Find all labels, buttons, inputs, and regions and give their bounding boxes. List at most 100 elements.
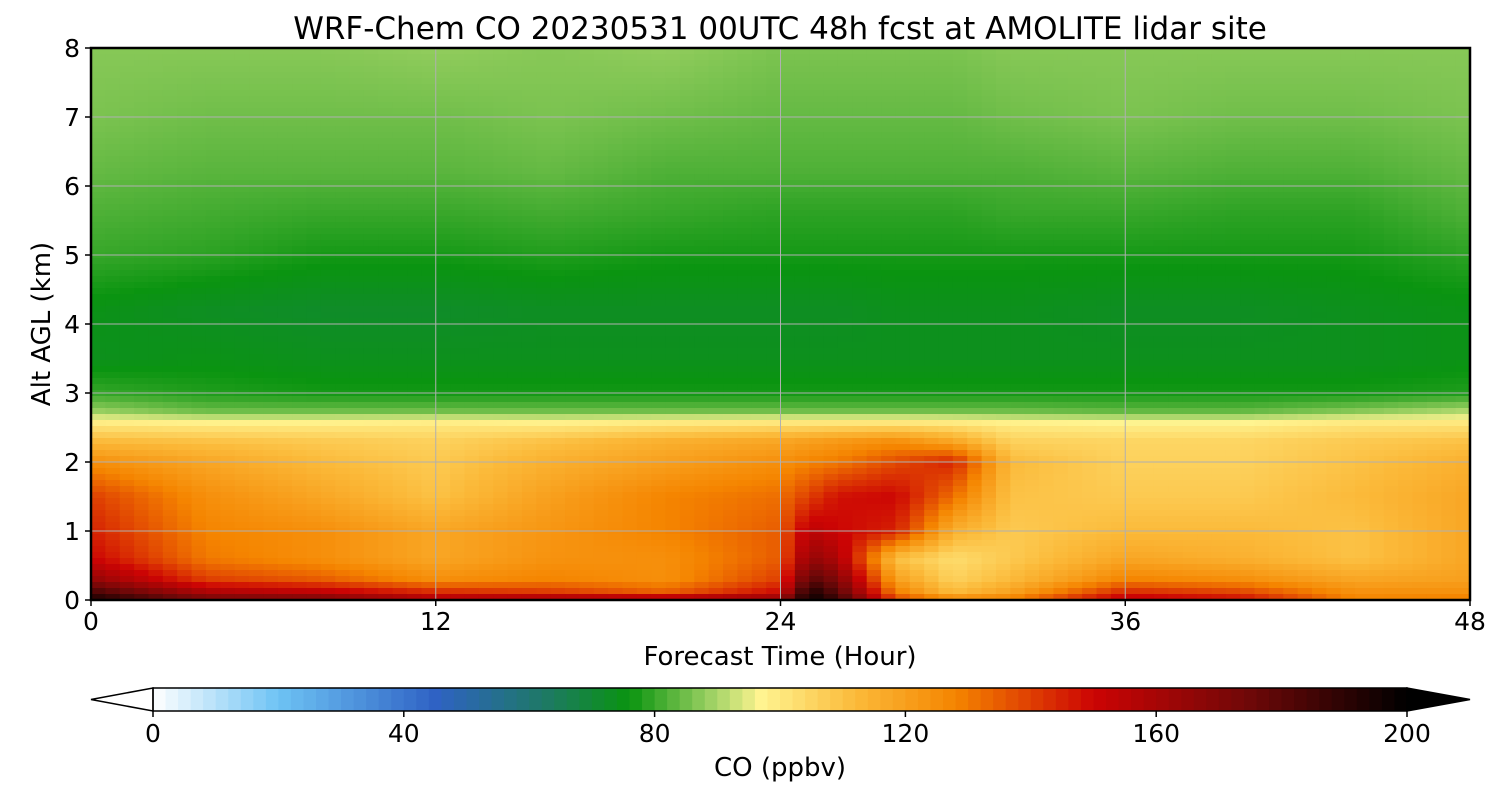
heatmap-cell	[809, 306, 825, 313]
heatmap-cell	[1053, 150, 1069, 157]
heatmap-cell	[234, 102, 250, 109]
heatmap-cell	[895, 54, 911, 61]
heatmap-cell	[608, 354, 624, 361]
heatmap-cell	[1311, 234, 1327, 241]
heatmap-cell	[938, 174, 954, 181]
heatmap-cell	[608, 102, 624, 109]
heatmap-cell	[895, 72, 911, 79]
heatmap-cell	[1369, 198, 1385, 205]
heatmap-cell	[1010, 60, 1026, 67]
heatmap-cell	[1240, 204, 1256, 211]
heatmap-cell	[378, 216, 394, 223]
heatmap-cell	[1297, 138, 1313, 145]
heatmap-cell	[679, 186, 695, 193]
heatmap-cell	[507, 198, 523, 205]
heatmap-cell	[1283, 192, 1299, 199]
heatmap-cell	[895, 234, 911, 241]
heatmap-cell	[794, 276, 810, 283]
heatmap-cell	[363, 96, 379, 103]
heatmap-cell	[1340, 342, 1356, 349]
heatmap-cell	[995, 258, 1011, 265]
heatmap-cell	[622, 186, 638, 193]
heatmap-cell	[852, 276, 868, 283]
heatmap-cell	[277, 222, 293, 229]
heatmap-cell	[134, 204, 150, 211]
heatmap-cell	[91, 162, 106, 169]
heatmap-cell	[1398, 102, 1414, 109]
heatmap-cell	[565, 216, 580, 223]
heatmap-cell	[593, 288, 609, 295]
heatmap-cell	[852, 342, 868, 349]
heatmap-cell	[794, 198, 810, 205]
heatmap-cell	[1125, 78, 1141, 85]
heatmap-cell	[134, 168, 150, 175]
heatmap-cell	[708, 312, 724, 319]
heatmap-cell	[579, 228, 595, 235]
heatmap-cell	[1455, 228, 1471, 235]
heatmap-cell	[1412, 72, 1428, 79]
heatmap-cell	[435, 162, 451, 169]
heatmap-cell	[421, 216, 437, 223]
heatmap-cell	[579, 300, 595, 307]
heatmap-cell	[378, 132, 394, 139]
heatmap-cell	[1082, 270, 1098, 277]
heatmap-cell	[1254, 264, 1270, 271]
heatmap-cell	[995, 192, 1011, 199]
heatmap-cell	[794, 162, 810, 169]
heatmap-cell	[909, 270, 925, 277]
heatmap-cell	[220, 324, 236, 331]
heatmap-cell	[493, 192, 509, 199]
heatmap-cell	[1139, 336, 1155, 343]
heatmap-cell	[407, 348, 422, 355]
heatmap-cell	[1340, 318, 1356, 325]
heatmap-cell	[708, 150, 724, 157]
heatmap-cell	[105, 66, 121, 73]
heatmap-cell	[205, 78, 221, 85]
heatmap-cell	[306, 246, 322, 253]
heatmap-cell	[1053, 90, 1069, 97]
heatmap-cell	[1355, 186, 1371, 193]
heatmap-cell	[478, 156, 494, 163]
heatmap-cell	[536, 288, 552, 295]
heatmap-cell	[1225, 300, 1241, 307]
heatmap-cell	[866, 84, 882, 91]
heatmap-cell	[924, 102, 940, 109]
heatmap-cell	[1053, 264, 1069, 271]
heatmap-cell	[1412, 168, 1428, 175]
heatmap-cell	[1383, 246, 1399, 253]
heatmap-cell	[464, 258, 480, 265]
heatmap-cell	[608, 336, 624, 343]
heatmap-cell	[1039, 60, 1055, 67]
heatmap-cell	[335, 312, 351, 319]
heatmap-cell	[521, 354, 537, 361]
heatmap-cell	[1053, 72, 1069, 79]
heatmap-cell	[1082, 144, 1098, 151]
heatmap-cell	[636, 354, 652, 361]
heatmap-cell	[1197, 150, 1213, 157]
heatmap-cell	[1039, 330, 1055, 337]
heatmap-cell	[177, 162, 193, 169]
heatmap-cell	[1240, 120, 1256, 127]
heatmap-cell	[593, 228, 609, 235]
heatmap-cell	[1153, 264, 1169, 271]
heatmap-cell	[478, 282, 494, 289]
heatmap-cell	[1398, 336, 1414, 343]
heatmap-cell	[1110, 96, 1126, 103]
heatmap-cell	[134, 342, 150, 349]
heatmap-cell	[91, 150, 106, 157]
heatmap-cell	[895, 138, 911, 145]
heatmap-cell	[450, 258, 466, 265]
heatmap-cell	[105, 342, 121, 349]
heatmap-cell	[593, 90, 609, 97]
heatmap-cell	[220, 210, 236, 217]
heatmap-cell	[320, 84, 336, 91]
heatmap-cell	[1067, 192, 1083, 199]
heatmap-cell	[995, 312, 1011, 319]
heatmap-cell	[593, 318, 609, 325]
heatmap-cell	[407, 246, 422, 253]
heatmap-cell	[191, 180, 207, 187]
heatmap-cell	[306, 144, 322, 151]
heatmap-cell	[1297, 198, 1313, 205]
heatmap-cell	[220, 48, 236, 55]
heatmap-cell	[378, 222, 394, 229]
